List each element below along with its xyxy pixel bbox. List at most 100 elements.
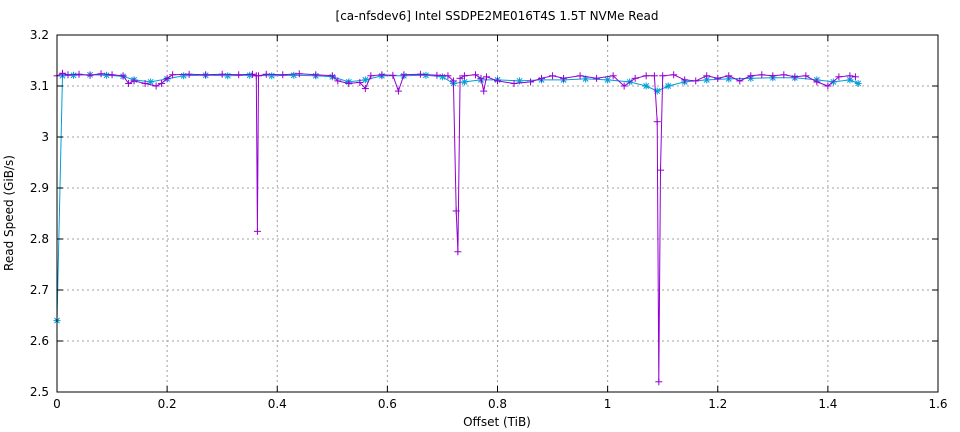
- data-point: [356, 78, 364, 86]
- grid-lines: [57, 35, 938, 392]
- data-point: [659, 72, 667, 80]
- y-tick-label: 2.9: [30, 181, 49, 195]
- x-tick-label: 0: [53, 397, 61, 411]
- data-point: [438, 73, 446, 81]
- data-point: [389, 71, 397, 79]
- y-tick-label: 2.7: [30, 283, 49, 297]
- data-point: [846, 76, 854, 84]
- data-point: [791, 73, 799, 81]
- data-point: [75, 70, 83, 78]
- y-tick-label: 3.1: [30, 79, 49, 93]
- data-point: [361, 76, 369, 84]
- data-point: [125, 79, 133, 87]
- data-point: [262, 70, 270, 78]
- data-point: [477, 74, 485, 82]
- data-point: [253, 227, 261, 235]
- data-point: [248, 70, 256, 78]
- data-point: [656, 166, 664, 174]
- x-axis-label: Offset (TiB): [463, 415, 531, 429]
- data-point: [510, 79, 518, 87]
- data-point: [224, 72, 232, 80]
- data-point: [802, 72, 810, 80]
- data-point: [433, 71, 441, 79]
- data-point: [64, 71, 72, 79]
- data-point: [334, 77, 342, 85]
- data-point: [400, 71, 408, 79]
- x-tick-label: 1.4: [818, 397, 837, 411]
- axis-ticks: 0 0.2 0.4 0.6 0.8 1 1.2 1.4 1.6 2.5 2.6 2.7 2.8 2.9 3 3…: [30, 28, 948, 411]
- data-point: [642, 82, 650, 90]
- plot-frame: [56, 34, 939, 393]
- data-point: [70, 71, 78, 79]
- data-point: [449, 77, 457, 85]
- data-point: [163, 74, 171, 82]
- data-point: [328, 72, 336, 80]
- series-line: [56, 72, 856, 382]
- data-point: [736, 77, 744, 85]
- data-point: [97, 70, 105, 78]
- data-point: [147, 78, 155, 86]
- series-line: [56, 74, 859, 321]
- data-point: [650, 72, 658, 80]
- data-point: [549, 72, 557, 80]
- data-point: [846, 72, 854, 80]
- data-point: [361, 85, 369, 93]
- data-point: [692, 77, 700, 85]
- data-point: [180, 72, 188, 80]
- data-point: [185, 70, 193, 78]
- data-point: [854, 79, 862, 87]
- data-point: [119, 72, 127, 80]
- data-point: [312, 71, 320, 79]
- data-point: [653, 118, 661, 126]
- data-point: [576, 72, 584, 80]
- y-tick-label: 3.2: [30, 28, 49, 42]
- data-point: [681, 76, 689, 84]
- data-point: [714, 74, 722, 82]
- data-point: [494, 77, 501, 85]
- data-point: [604, 76, 612, 84]
- data-point: [593, 74, 601, 82]
- data-point: [235, 71, 243, 79]
- x-tick-label: 0.2: [158, 397, 177, 411]
- x-tick-label: 0.8: [488, 397, 507, 411]
- data-point: [703, 72, 711, 80]
- data-point: [482, 73, 490, 81]
- data-point: [780, 71, 788, 79]
- data-point: [670, 71, 678, 79]
- data-point: [725, 72, 733, 80]
- data-point: [255, 72, 263, 80]
- x-tick-label: 1.2: [708, 397, 727, 411]
- x-tick-label: 1.6: [928, 397, 947, 411]
- data-point: [290, 71, 298, 79]
- data-point: [609, 72, 617, 80]
- data-point: [367, 72, 375, 80]
- y-tick-label: 2.5: [30, 385, 49, 399]
- chart-title: [ca-nfsdev6] Intel SSDPE2ME016T4S 1.5T N…: [336, 9, 659, 23]
- series-layer: [53, 69, 862, 386]
- y-tick-label: 2.6: [30, 334, 49, 348]
- data-point: [103, 71, 111, 79]
- data-point: [460, 78, 468, 86]
- data-point: [620, 82, 628, 90]
- data-point: [59, 69, 67, 77]
- data-point: [460, 72, 468, 80]
- data-point: [851, 73, 859, 81]
- data-point: [454, 248, 462, 256]
- data-point: [631, 74, 639, 82]
- data-point: [295, 70, 303, 78]
- data-point: [108, 71, 116, 79]
- data-point: [152, 82, 160, 90]
- data-point: [202, 71, 210, 79]
- x-tick-label: 0.6: [378, 397, 397, 411]
- data-point: [130, 77, 138, 85]
- data-point: [268, 72, 276, 80]
- data-point: [141, 79, 149, 87]
- data-point: [345, 79, 353, 87]
- data-point: [758, 71, 766, 79]
- data-point: [456, 74, 464, 82]
- y-axis-label: Read Speed (GiB/s): [2, 155, 16, 271]
- data-point: [655, 378, 663, 386]
- data-point: [218, 70, 226, 78]
- data-point: [769, 72, 777, 80]
